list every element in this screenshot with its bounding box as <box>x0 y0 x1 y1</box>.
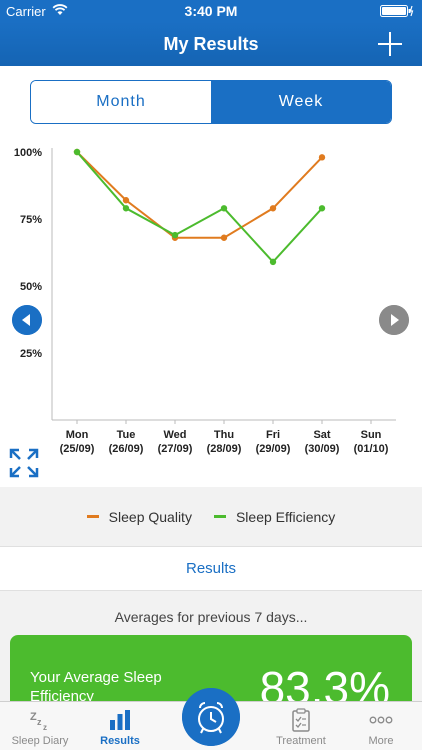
tab-sleep-diary[interactable]: Z z z Sleep Diary <box>0 702 80 750</box>
data-point-sleep-efficiency <box>318 205 326 212</box>
legend-label: Sleep Efficiency <box>235 508 336 525</box>
x-tick-date-label: (01/10) <box>354 443 389 455</box>
status-time: 3:40 PM <box>184 3 238 19</box>
tab-label: More <box>368 735 394 747</box>
legend-label: Sleep Quality <box>108 508 192 525</box>
y-tick-label: 75% <box>20 214 42 226</box>
x-tick-label: Wed <box>163 429 186 441</box>
legend-swatch-quality <box>86 515 99 518</box>
next-week-button[interactable] <box>379 305 409 335</box>
data-point-sleep-efficiency <box>220 205 228 212</box>
period-segmented-control: Month Week <box>30 80 392 124</box>
x-tick-label: Mon <box>66 429 89 441</box>
data-point-sleep-efficiency <box>73 148 81 156</box>
tab-results[interactable]: Results <box>80 702 160 750</box>
bar-chart-icon <box>110 710 130 730</box>
x-tick-date-label: (30/09) <box>305 443 340 455</box>
series-line-sleep-efficiency <box>76 151 323 264</box>
series-line-sleep-quality <box>76 151 323 239</box>
data-point-sleep-quality <box>269 205 277 212</box>
alarm-clock-button[interactable] <box>182 688 240 746</box>
status-bar: Carrier 3:40 PM <box>0 0 422 22</box>
x-tick-label: Tue <box>117 429 136 441</box>
x-tick-label: Sun <box>361 429 382 441</box>
battery-icon <box>380 5 414 17</box>
legend-swatch-efficiency <box>213 515 226 518</box>
data-point-sleep-efficiency <box>122 205 130 212</box>
chart-legend: Sleep Quality Sleep Efficiency <box>0 487 422 547</box>
alarm-clock-icon <box>198 702 224 734</box>
average-card-label: Your Average Sleep Efficiency <box>30 669 162 705</box>
data-point-sleep-quality <box>122 197 130 204</box>
more-dots-icon <box>369 716 393 724</box>
svg-text:z: z <box>43 723 47 732</box>
data-point-sleep-efficiency <box>171 231 179 239</box>
segment-week[interactable]: Week <box>211 81 391 123</box>
previous-week-button[interactable] <box>12 305 42 335</box>
x-tick-date-label: (25/09) <box>60 443 95 455</box>
segment-month[interactable]: Month <box>31 81 211 123</box>
x-tick-label: Fri <box>266 429 280 441</box>
x-tick-label: Thu <box>214 429 234 441</box>
line-chart: 100% 75% 50% 25% Mon (25/09) Tue (26/09) Wed (27/… <box>14 147 396 455</box>
y-tick-label: 100% <box>14 147 42 159</box>
x-tick-label: Sat <box>313 429 330 441</box>
x-tick-date-label: (28/09) <box>207 443 242 455</box>
x-tick-date-label: (27/09) <box>158 443 193 455</box>
results-link[interactable]: Results <box>0 547 422 591</box>
y-tick-label: 50% <box>20 281 42 293</box>
page-title: My Results <box>163 34 259 54</box>
svg-text:z: z <box>37 717 42 727</box>
svg-text:Z: Z <box>30 711 37 723</box>
y-tick-label: 25% <box>20 348 42 360</box>
zzz-icon: Z z z <box>30 711 47 732</box>
expand-icon[interactable] <box>8 447 40 479</box>
data-point-sleep-quality <box>220 234 228 241</box>
x-tick-date-label: (26/09) <box>109 443 144 455</box>
nav-bar: My Results <box>0 22 422 66</box>
tab-treatment[interactable]: Treatment <box>261 702 341 750</box>
clipboard-icon <box>292 708 310 732</box>
averages-caption: Averages for previous 7 days... <box>114 609 308 625</box>
data-point-sleep-efficiency <box>269 258 277 266</box>
tab-label: Treatment <box>276 735 326 747</box>
wifi-icon <box>52 4 68 15</box>
tab-label: Sleep Diary <box>11 735 69 747</box>
legend-item-sleep-efficiency: Sleep Efficiency <box>213 508 336 525</box>
legend-item-sleep-quality: Sleep Quality <box>86 508 192 525</box>
carrier-label: Carrier <box>6 4 46 19</box>
tab-more[interactable]: More <box>341 702 421 750</box>
results-chart: 100% 75% 50% 25% Mon (25/09) Tue (26/09) Wed (27/… <box>0 140 422 460</box>
tab-label: Results <box>100 735 140 747</box>
data-point-sleep-quality <box>318 154 326 161</box>
x-tick-date-label: (29/09) <box>256 443 291 455</box>
add-icon[interactable] <box>376 30 404 58</box>
